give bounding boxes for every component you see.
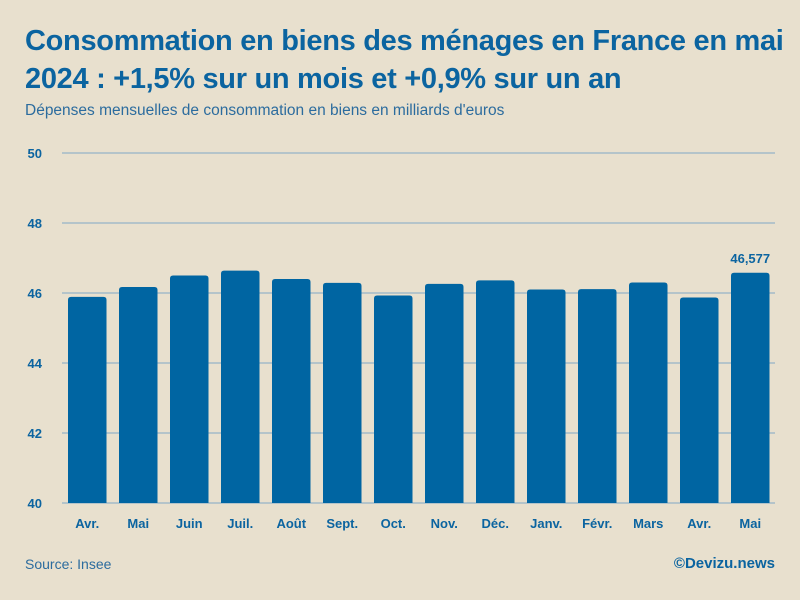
bar xyxy=(629,282,668,503)
x-tick-label: Juin xyxy=(176,516,203,531)
x-tick-label: Sept. xyxy=(326,516,358,531)
y-tick-label: 44 xyxy=(28,356,43,371)
y-tick-label: 50 xyxy=(28,146,42,161)
chart-subtitle: Dépenses mensuelles de consommation en b… xyxy=(25,102,505,119)
x-tick-label: Août xyxy=(276,516,306,531)
bar xyxy=(425,283,464,503)
x-tick-label: Févr. xyxy=(582,516,612,531)
bar xyxy=(221,270,260,503)
chart-title: Consommation en biens des ménages en Fra… xyxy=(25,25,784,95)
bar xyxy=(272,279,311,503)
x-tick-label: Déc. xyxy=(482,516,509,531)
bar xyxy=(731,272,770,503)
source-note: Source: Insee xyxy=(25,556,112,572)
bar xyxy=(578,289,617,503)
bar xyxy=(68,296,107,503)
x-tick-label: Avr. xyxy=(687,516,711,531)
data-label: 46,577 xyxy=(730,251,770,266)
bars xyxy=(68,270,770,503)
x-tick-label: Janv. xyxy=(530,516,562,531)
y-tick-label: 42 xyxy=(28,426,42,441)
x-tick-label: Nov. xyxy=(431,516,458,531)
data-labels: 46,577 xyxy=(730,251,770,266)
x-tick-label: Juil. xyxy=(227,516,253,531)
x-axis-ticks: Avr. Mai Juin Juil. Août Sept. Oct. Nov. Déc. Jan… xyxy=(75,516,761,531)
bar xyxy=(680,297,719,503)
gridlines xyxy=(62,152,775,504)
credit-link[interactable]: ©Devizu.news xyxy=(673,555,775,572)
x-tick-label: Mars xyxy=(633,516,663,531)
y-tick-label: 46 xyxy=(28,286,42,301)
x-tick-label: Avr. xyxy=(75,516,99,531)
bar xyxy=(374,295,413,503)
x-tick-label: Mai xyxy=(127,516,149,531)
bar xyxy=(323,282,362,503)
y-axis-ticks: 40 42 44 46 48 50 xyxy=(28,146,43,511)
bar xyxy=(476,280,515,503)
bar xyxy=(119,287,158,503)
y-tick-label: 40 xyxy=(28,496,42,511)
x-tick-label: Oct. xyxy=(381,516,406,531)
y-tick-label: 48 xyxy=(28,216,42,231)
bar xyxy=(170,275,209,503)
bar xyxy=(527,289,566,503)
x-tick-label: Mai xyxy=(739,516,761,531)
